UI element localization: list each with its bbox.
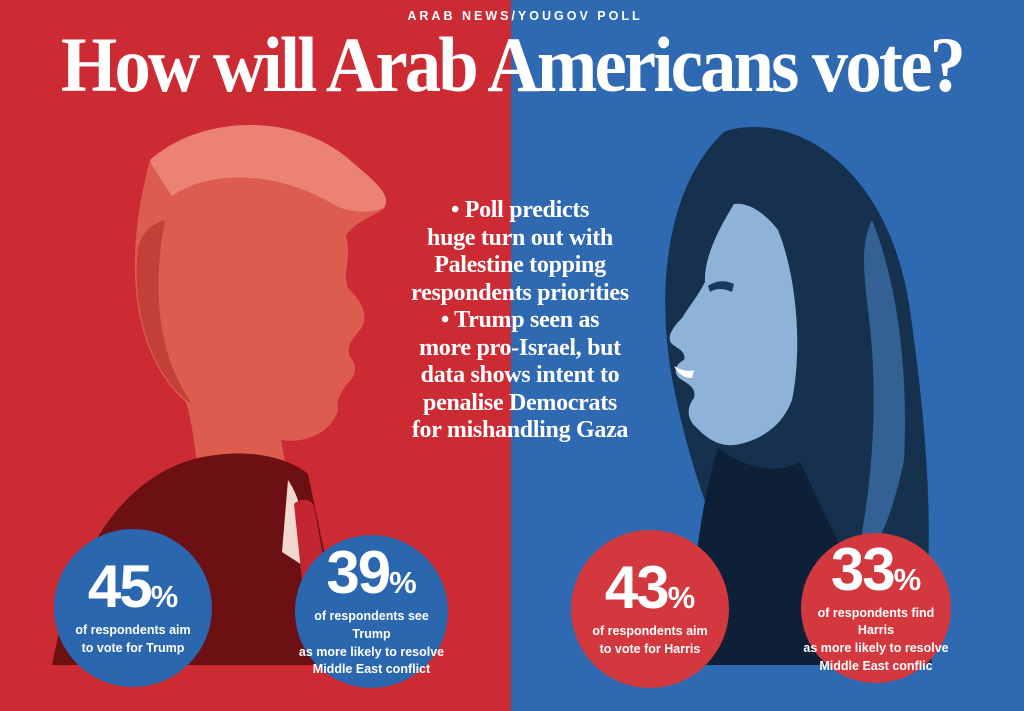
headline: How will Arab Americans vote?: [60, 21, 966, 108]
stat-caption: of respondents aim to vote for Trump: [75, 623, 191, 655]
bullet-line: • Poll predicts: [450, 197, 590, 223]
bullet-line: more pro-Israel, but: [419, 334, 621, 361]
stat-caption: of respondents find Harris as more likel…: [803, 605, 949, 673]
stat-value: 45: [87, 553, 153, 621]
percent-sign: %: [893, 561, 922, 597]
percent-sign: %: [667, 580, 696, 616]
percent-sign: %: [389, 565, 417, 600]
bullet-line: • Trump seen as: [440, 307, 600, 333]
harris-photo: [665, 127, 932, 665]
stat-value: 39: [326, 539, 391, 606]
stat-caption: of respondents see Trump as more likely …: [298, 609, 445, 677]
bullet-line: respondents priorities: [411, 279, 629, 306]
trump-photo: [52, 124, 387, 665]
poll-kicker-label: ARAB NEWS/YOUGOV POLL: [407, 9, 643, 23]
stat-number: 39 %: [326, 539, 417, 606]
stat-number: 45 %: [87, 553, 179, 621]
stat-number: 33 %: [830, 535, 922, 603]
stat-circle-harris-resolve: 33 % of respondents find Harris as more …: [801, 533, 951, 683]
stat-number: 43 %: [604, 554, 696, 622]
stat-value: 43: [604, 554, 670, 622]
stat-value: 33: [830, 535, 896, 603]
poll-summary-bullets: • Poll predicts huge turn out with Pales…: [330, 197, 710, 445]
bullet-line: Palestine topping: [434, 252, 606, 278]
percent-sign: %: [150, 579, 179, 615]
stat-circle-trump-vote: 45 % of respondents aim to vote for Trum…: [54, 529, 212, 687]
bullet-line: data shows intent to: [420, 362, 620, 388]
stat-circle-trump-resolve: 39 % of respondents see Trump as more li…: [295, 535, 448, 688]
stat-circle-harris-vote: 43 % of respondents aim to vote for Harr…: [571, 530, 729, 688]
bullet-line: penalise Democrats: [423, 389, 617, 416]
bullet-line: huge turn out with: [427, 224, 613, 251]
bullet-line: for mishandling Gaza: [411, 417, 629, 443]
stat-caption: of respondents aim to vote for Harris: [592, 624, 708, 656]
